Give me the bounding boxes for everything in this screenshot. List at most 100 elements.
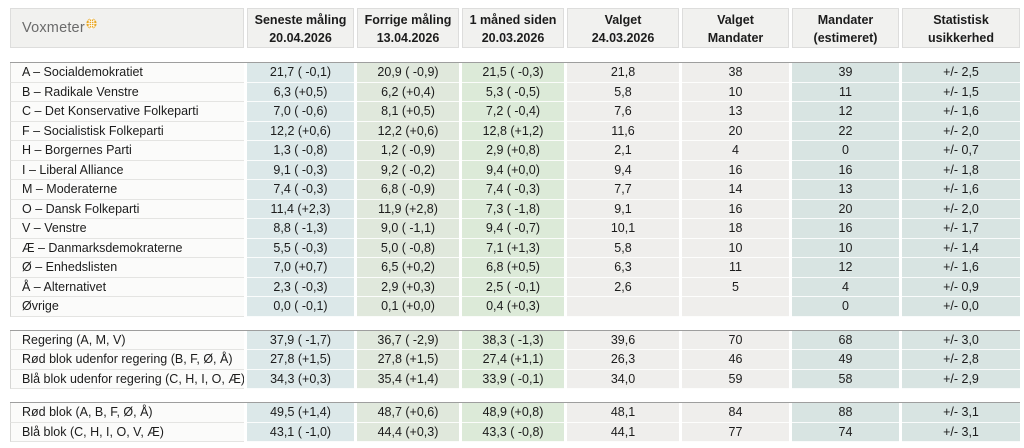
globe-icon bbox=[86, 17, 97, 29]
value-cell-valget-mandater: 77 bbox=[682, 422, 789, 442]
value-cell-seneste-maaling: 9,1 ( -0,3) bbox=[247, 160, 354, 180]
row-label: Rød blok (A, B, F, Ø, Å) bbox=[10, 403, 244, 423]
value-cell-seneste-maaling: 6,3 (+0,5) bbox=[247, 82, 354, 102]
value-cell-seneste-maaling: 7,0 ( -0,6) bbox=[247, 102, 354, 122]
value-cell-en-maaned-siden: 12,8 (+1,2) bbox=[462, 121, 564, 141]
table-row: Ø – Enhedslisten 7,0 (+0,7) 6,5 (+0,2) 6,8 … bbox=[10, 258, 1020, 278]
value-cell-forrige-maaling: 1,2 ( -0,9) bbox=[357, 141, 459, 161]
table-row: Regering (A, M, V) 37,9 ( -1,7) 36,7 ( -2,… bbox=[10, 330, 1020, 350]
column-header-statistisk-usikkerhed: Statistisk usikkerhed bbox=[902, 8, 1020, 48]
value-cell-en-maaned-siden: 27,4 (+1,1) bbox=[462, 350, 564, 370]
value-cell-seneste-maaling: 43,1 ( -1,0) bbox=[247, 422, 354, 442]
value-cell-en-maaned-siden: 43,3 ( -0,8) bbox=[462, 422, 564, 442]
value-cell-en-maaned-siden: 2,5 ( -0,1) bbox=[462, 277, 564, 297]
row-label: Å – Alternativet bbox=[10, 277, 244, 297]
value-cell-valget bbox=[567, 297, 679, 317]
row-label: A – Socialdemokratiet bbox=[10, 63, 244, 83]
value-cell-seneste-maaling: 5,5 ( -0,3) bbox=[247, 238, 354, 258]
table-row: H – Borgernes Parti 1,3 ( -0,8) 1,2 ( -0,9… bbox=[10, 141, 1020, 161]
value-cell-statistisk-usikkerhed: +/- 2,0 bbox=[902, 199, 1020, 219]
value-cell-statistisk-usikkerhed: +/- 2,8 bbox=[902, 350, 1020, 370]
value-cell-forrige-maaling: 9,2 ( -0,2) bbox=[357, 160, 459, 180]
table-row: B – Radikale Venstre 6,3 (+0,5) 6,2 (+0,4)… bbox=[10, 82, 1020, 102]
value-cell-statistisk-usikkerhed: +/- 1,8 bbox=[902, 160, 1020, 180]
section-government-blocks: Regering (A, M, V) 37,9 ( -1,7) 36,7 ( -2,… bbox=[10, 329, 1020, 389]
table-row: Å – Alternativet 2,3 ( -0,3) 2,9 (+0,3) 2,5… bbox=[10, 277, 1020, 297]
row-label: F – Socialistisk Folkeparti bbox=[10, 121, 244, 141]
value-cell-mandater-estimeret: 0 bbox=[792, 297, 899, 317]
value-cell-valget: 7,7 bbox=[567, 180, 679, 200]
value-cell-statistisk-usikkerhed: +/- 3,1 bbox=[902, 403, 1020, 423]
value-cell-en-maaned-siden: 5,3 ( -0,5) bbox=[462, 82, 564, 102]
value-cell-valget-mandater: 10 bbox=[682, 82, 789, 102]
value-cell-seneste-maaling: 1,3 ( -0,8) bbox=[247, 141, 354, 161]
value-cell-seneste-maaling: 11,4 (+2,3) bbox=[247, 199, 354, 219]
value-cell-statistisk-usikkerhed: +/- 0,7 bbox=[902, 141, 1020, 161]
value-cell-valget-mandater: 20 bbox=[682, 121, 789, 141]
row-label: Øvrige bbox=[10, 297, 244, 317]
table-row: Rød blok udenfor regering (B, F, Ø, Å) 27… bbox=[10, 350, 1020, 370]
value-cell-en-maaned-siden: 7,1 (+1,3) bbox=[462, 238, 564, 258]
table-row: O – Dansk Folkeparti 11,4 (+2,3) 11,9 (+2,… bbox=[10, 199, 1020, 219]
value-cell-valget: 9,4 bbox=[567, 160, 679, 180]
table-row: A – Socialdemokratiet 21,7 ( -0,1) 20,9 ( … bbox=[10, 63, 1020, 83]
value-cell-valget: 5,8 bbox=[567, 238, 679, 258]
row-label: O – Dansk Folkeparti bbox=[10, 199, 244, 219]
value-cell-statistisk-usikkerhed: +/- 0,0 bbox=[902, 297, 1020, 317]
value-cell-statistisk-usikkerhed: +/- 3,0 bbox=[902, 330, 1020, 350]
table-header-row: Voxmeter Seneste måling 20.04.2026 Forrige… bbox=[10, 8, 1020, 48]
row-label: C – Det Konservative Folkeparti bbox=[10, 102, 244, 122]
column-header-valget-mandater: Valget Mandater bbox=[682, 8, 789, 48]
value-cell-en-maaned-siden: 7,3 ( -1,8) bbox=[462, 199, 564, 219]
value-cell-statistisk-usikkerhed: +/- 1,6 bbox=[902, 258, 1020, 278]
value-cell-mandater-estimeret: 11 bbox=[792, 82, 899, 102]
value-cell-forrige-maaling: 36,7 ( -2,9) bbox=[357, 330, 459, 350]
value-cell-seneste-maaling: 2,3 ( -0,3) bbox=[247, 277, 354, 297]
row-label: B – Radikale Venstre bbox=[10, 82, 244, 102]
value-cell-statistisk-usikkerhed: +/- 2,0 bbox=[902, 121, 1020, 141]
column-header-forrige-maaling: Forrige måling 13.04.2026 bbox=[357, 8, 459, 48]
value-cell-statistisk-usikkerhed: +/- 1,6 bbox=[902, 102, 1020, 122]
value-cell-mandater-estimeret: 13 bbox=[792, 180, 899, 200]
value-cell-mandater-estimeret: 12 bbox=[792, 102, 899, 122]
table-row: F – Socialistisk Folkeparti 12,2 (+0,6) 12… bbox=[10, 121, 1020, 141]
table-row: V – Venstre 8,8 ( -1,3) 9,0 ( -1,1) 9,4 ( -… bbox=[10, 219, 1020, 239]
value-cell-forrige-maaling: 9,0 ( -1,1) bbox=[357, 219, 459, 239]
table-row: M – Moderaterne 7,4 ( -0,3) 6,8 ( -0,9) 7,4… bbox=[10, 180, 1020, 200]
value-cell-en-maaned-siden: 0,4 (+0,3) bbox=[462, 297, 564, 317]
value-cell-en-maaned-siden: 33,9 ( -0,1) bbox=[462, 369, 564, 389]
table-row: I – Liberal Alliance 9,1 ( -0,3) 9,2 ( -0,… bbox=[10, 160, 1020, 180]
row-label: Æ – Danmarksdemokraterne bbox=[10, 238, 244, 258]
value-cell-seneste-maaling: 12,2 (+0,6) bbox=[247, 121, 354, 141]
value-cell-valget-mandater: 46 bbox=[682, 350, 789, 370]
section-bloc-totals: Rød blok (A, B, F, Ø, Å) 49,5 (+1,4) 48,7 … bbox=[10, 402, 1020, 442]
value-cell-en-maaned-siden: 21,5 ( -0,3) bbox=[462, 63, 564, 83]
value-cell-valget-mandater: 5 bbox=[682, 277, 789, 297]
row-label: V – Venstre bbox=[10, 219, 244, 239]
value-cell-seneste-maaling: 37,9 ( -1,7) bbox=[247, 330, 354, 350]
value-cell-statistisk-usikkerhed: +/- 0,9 bbox=[902, 277, 1020, 297]
value-cell-seneste-maaling: 0,0 ( -0,1) bbox=[247, 297, 354, 317]
value-cell-valget: 44,1 bbox=[567, 422, 679, 442]
value-cell-seneste-maaling: 8,8 ( -1,3) bbox=[247, 219, 354, 239]
value-cell-mandater-estimeret: 49 bbox=[792, 350, 899, 370]
value-cell-forrige-maaling: 48,7 (+0,6) bbox=[357, 403, 459, 423]
value-cell-valget: 48,1 bbox=[567, 403, 679, 423]
value-cell-valget: 26,3 bbox=[567, 350, 679, 370]
value-cell-en-maaned-siden: 2,9 (+0,8) bbox=[462, 141, 564, 161]
value-cell-valget-mandater: 59 bbox=[682, 369, 789, 389]
value-cell-en-maaned-siden: 7,2 ( -0,4) bbox=[462, 102, 564, 122]
value-cell-mandater-estimeret: 10 bbox=[792, 238, 899, 258]
value-cell-mandater-estimeret: 74 bbox=[792, 422, 899, 442]
value-cell-en-maaned-siden: 9,4 (+0,0) bbox=[462, 160, 564, 180]
value-cell-valget: 2,1 bbox=[567, 141, 679, 161]
value-cell-valget-mandater: 13 bbox=[682, 102, 789, 122]
value-cell-valget: 2,6 bbox=[567, 277, 679, 297]
value-cell-valget: 34,0 bbox=[567, 369, 679, 389]
table-body: A – Socialdemokratiet 21,7 ( -0,1) 20,9 ( … bbox=[10, 62, 1020, 442]
row-label: Rød blok udenfor regering (B, F, Ø, Å) bbox=[10, 350, 244, 370]
value-cell-forrige-maaling: 12,2 (+0,6) bbox=[357, 121, 459, 141]
value-cell-valget-mandater: 11 bbox=[682, 258, 789, 278]
value-cell-en-maaned-siden: 9,4 ( -0,7) bbox=[462, 219, 564, 239]
